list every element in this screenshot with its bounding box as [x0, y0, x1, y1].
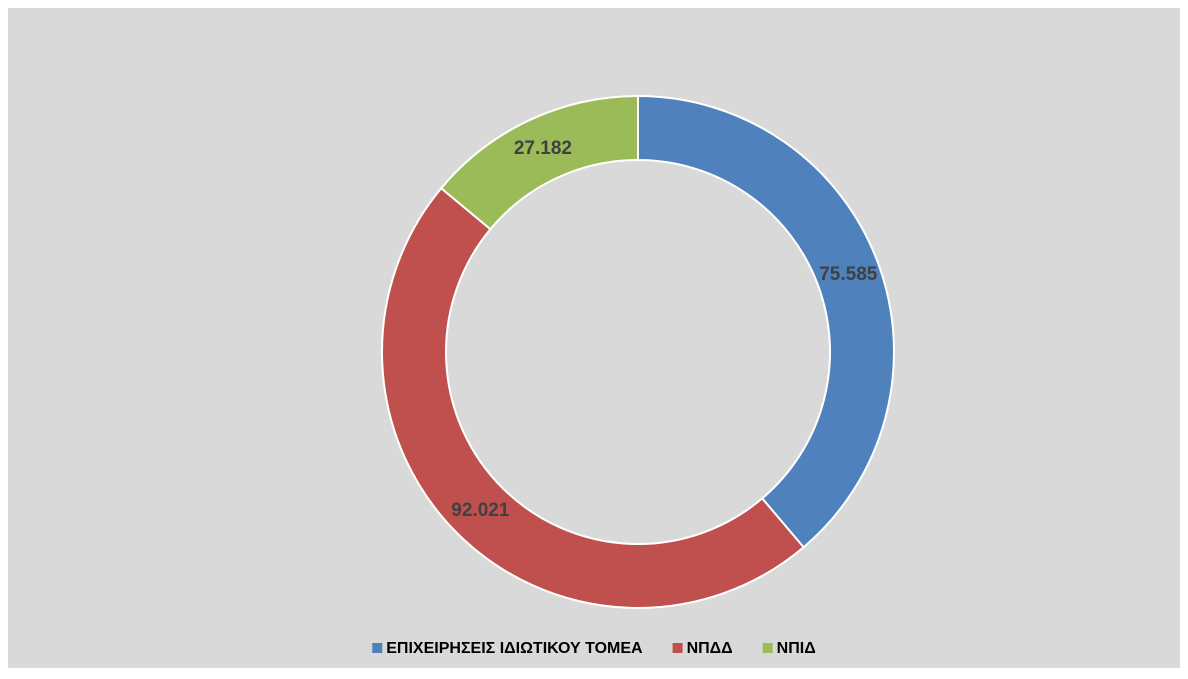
data-label: 27.182 — [514, 138, 572, 159]
legend-label: ΝΠΔΔ — [687, 640, 733, 657]
legend-label: ΕΠΙΧΕΙΡΗΣΕΙΣ ΙΔΙΩΤΙΚΟΥ ΤΟΜΕΑ — [386, 640, 643, 657]
data-label: 92.021 — [451, 500, 510, 521]
legend-marker — [762, 643, 773, 653]
legend-marker — [372, 643, 383, 653]
donut-segment — [439, 94, 639, 231]
donut-segment — [637, 94, 895, 549]
donut-segment — [381, 186, 806, 609]
legend-marker — [672, 643, 683, 653]
legend-label: ΝΠΙΔ — [777, 640, 816, 657]
data-label: 75.585 — [819, 264, 878, 285]
